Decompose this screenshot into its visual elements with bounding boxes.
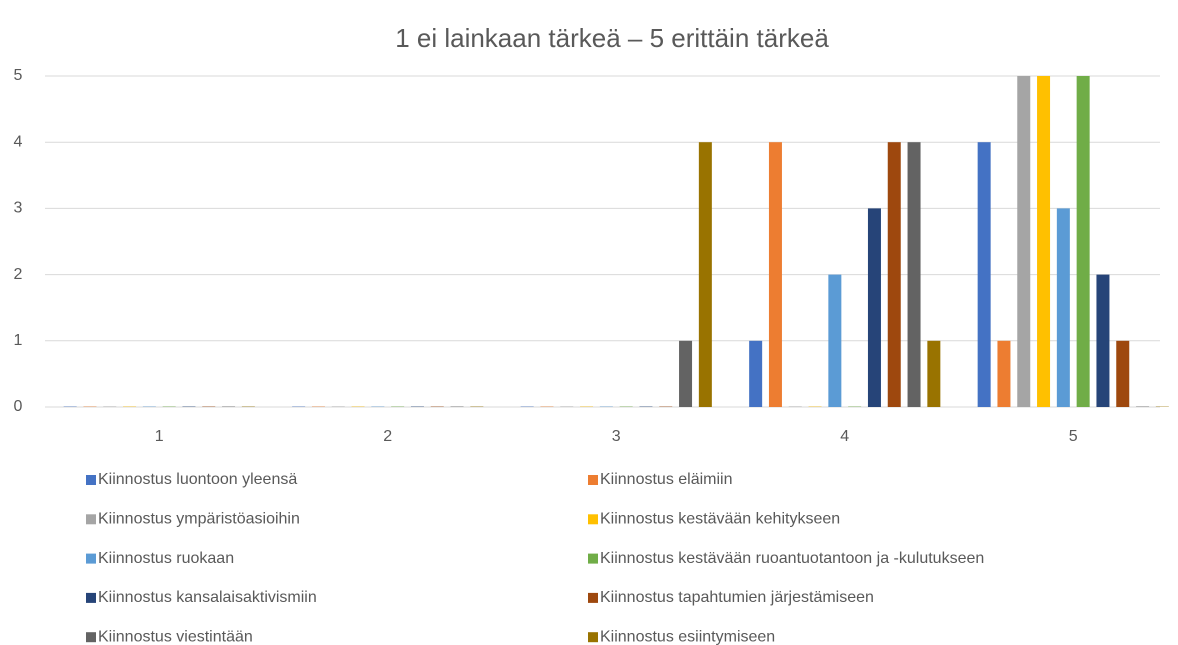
- bar: [103, 406, 117, 407]
- legend-swatch: [86, 632, 96, 643]
- bar: [1096, 274, 1110, 407]
- bar: [63, 406, 77, 407]
- bar: [1056, 208, 1070, 407]
- bar: [182, 406, 196, 407]
- bar: [1155, 406, 1169, 407]
- bar: [520, 406, 534, 407]
- bar: [867, 208, 881, 407]
- bar: [410, 406, 424, 407]
- bar: [331, 406, 345, 407]
- bar: [768, 142, 782, 407]
- bar: [292, 406, 306, 407]
- bar: [808, 406, 822, 407]
- bar: [540, 406, 554, 407]
- legend-swatch: [588, 592, 598, 603]
- bar: [351, 406, 365, 407]
- x-tick-label: 1: [155, 428, 164, 445]
- legend-swatch: [86, 514, 96, 525]
- legend-label: Kiinnostus eläimiin: [600, 471, 733, 488]
- x-tick-label: 3: [612, 428, 621, 445]
- bar: [659, 406, 673, 407]
- bar: [241, 406, 255, 407]
- bar: [123, 406, 137, 407]
- legend-label: Kiinnostus tapahtumien järjestämiseen: [600, 589, 874, 606]
- legend-swatch: [86, 553, 96, 564]
- y-tick-label: 1: [14, 332, 23, 349]
- bar: [788, 406, 802, 407]
- y-tick-label: 3: [14, 200, 23, 217]
- bar: [887, 142, 901, 407]
- legend-swatch: [588, 514, 598, 525]
- y-tick-label: 4: [14, 133, 23, 150]
- bar: [599, 406, 613, 407]
- bar: [580, 406, 594, 407]
- bar: [698, 142, 712, 407]
- legend-swatch: [588, 475, 598, 485]
- bar: [1136, 406, 1150, 407]
- bar: [1116, 340, 1130, 407]
- y-tick-label: 2: [14, 266, 23, 283]
- legend-label: Kiinnostus kestävään kehitykseen: [600, 511, 840, 528]
- bar: [222, 406, 236, 407]
- legend-label: Kiinnostus esiintymiseen: [600, 628, 775, 645]
- bar: [749, 340, 763, 407]
- bar: [848, 406, 862, 407]
- bar: [828, 274, 842, 407]
- bar: [1076, 76, 1090, 407]
- bar: [450, 406, 464, 407]
- bar: [391, 406, 405, 407]
- bar: [977, 142, 991, 407]
- legend-swatch: [86, 592, 96, 603]
- bar: [311, 406, 325, 407]
- legend-swatch: [588, 632, 598, 643]
- y-tick-label: 0: [14, 398, 23, 415]
- legend-swatch: [588, 553, 598, 564]
- legend-label: Kiinnostus viestintään: [98, 628, 253, 645]
- legend-label: Kiinnostus luontoon yleensä: [98, 471, 297, 488]
- bar: [907, 142, 921, 407]
- bar: [639, 406, 653, 407]
- bar: [997, 340, 1011, 407]
- bar: [1017, 76, 1031, 407]
- y-tick-label: 5: [14, 67, 23, 84]
- bar: [83, 406, 97, 407]
- bar: [371, 406, 385, 407]
- x-tick-label: 2: [383, 428, 392, 445]
- legend-swatch: [86, 475, 96, 485]
- bar: [560, 406, 574, 407]
- bar: [1037, 76, 1051, 407]
- bar: [470, 406, 484, 407]
- bar: [430, 406, 444, 407]
- x-tick-label: 4: [840, 428, 849, 445]
- chart-title: 1 ei lainkaan tärkeä – 5 erittäin tärkeä: [395, 23, 829, 53]
- x-tick-label: 5: [1069, 428, 1078, 445]
- bar: [162, 406, 176, 407]
- bar: [927, 340, 941, 407]
- bar: [679, 340, 693, 407]
- legend-label: Kiinnostus kansalaisaktivismiin: [98, 589, 317, 606]
- bar: [202, 406, 216, 407]
- legend-label: Kiinnostus ruokaan: [98, 550, 234, 567]
- legend-label: Kiinnostus kestävään ruoantuotantoon ja …: [600, 550, 984, 567]
- legend-label: Kiinnostus ympäristöasioihin: [98, 511, 300, 528]
- bar: [619, 406, 633, 407]
- bar: [142, 406, 156, 407]
